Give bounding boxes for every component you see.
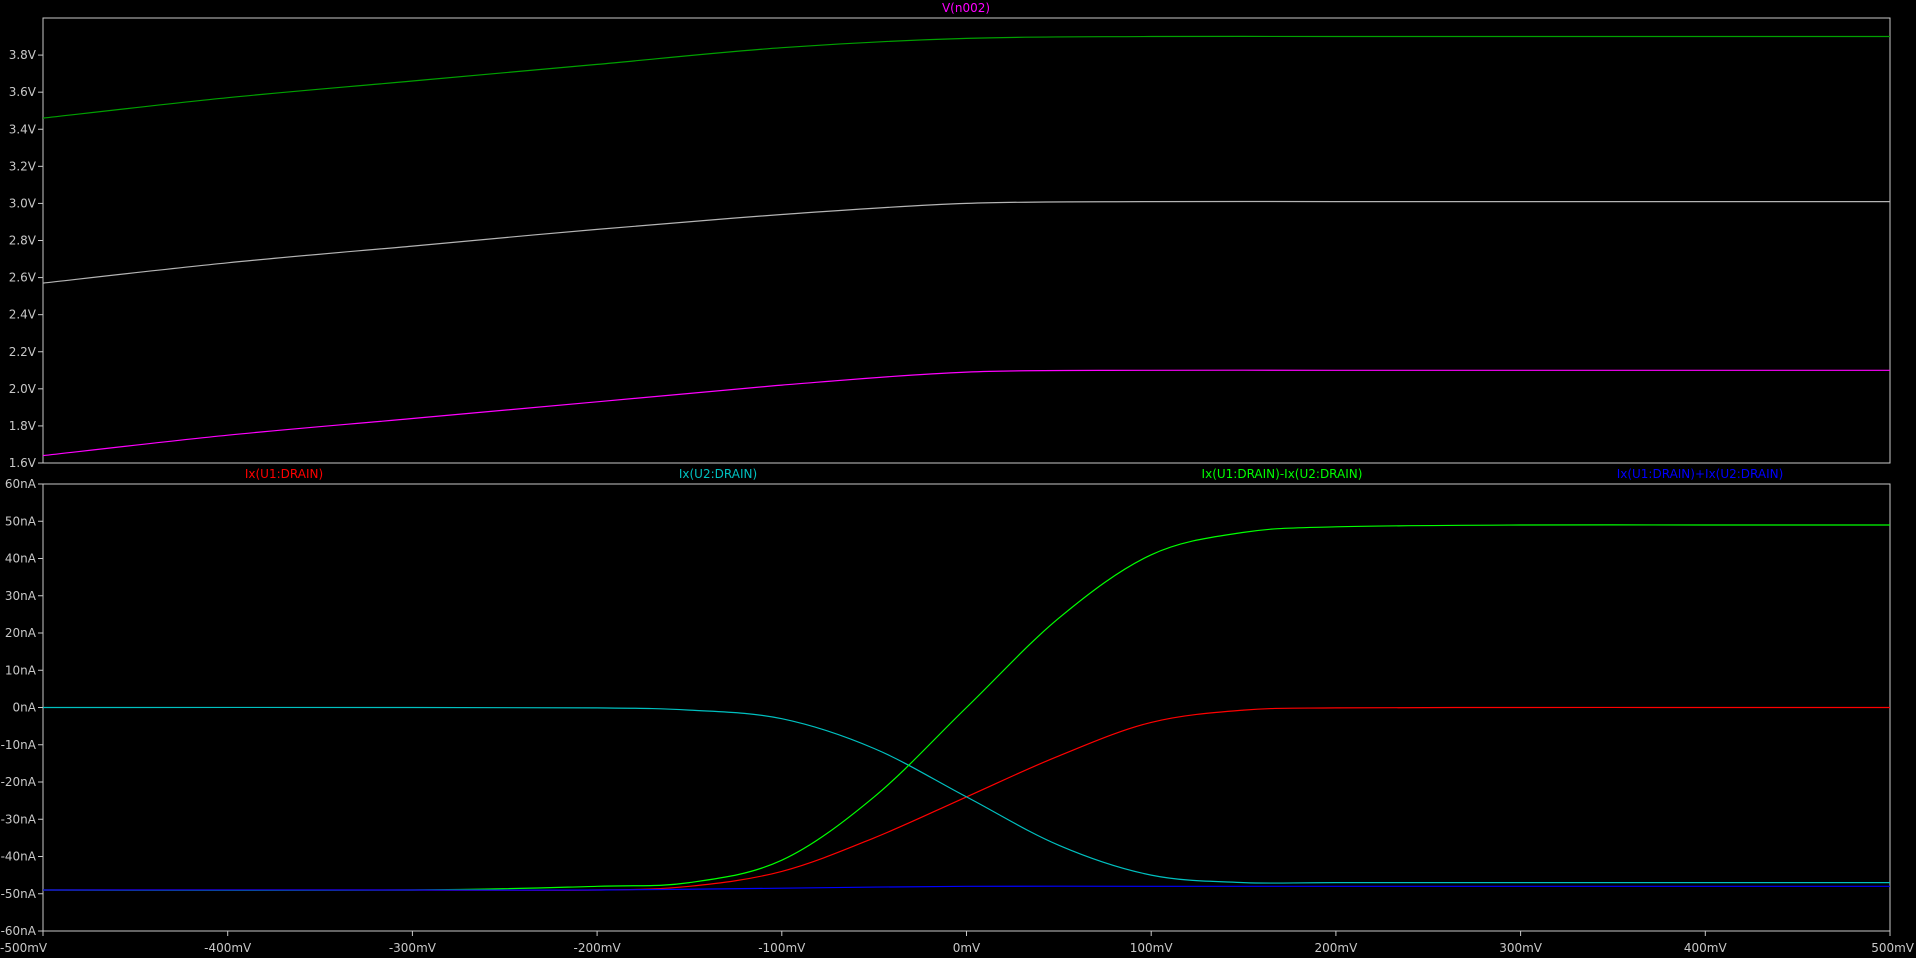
- y-tick-label: 2.8V: [9, 234, 37, 248]
- y-tick-label: -20nA: [1, 775, 37, 789]
- y-tick-label: 50nA: [5, 514, 37, 528]
- legend-entry[interactable]: Ix(U2:DRAIN): [679, 467, 757, 481]
- x-tick-label: -200mV: [574, 941, 622, 955]
- y-tick-label: 2.0V: [9, 382, 37, 396]
- y-tick-label: -50nA: [1, 887, 37, 901]
- top-plot-frame: [42, 17, 1891, 464]
- y-tick-label: 20nA: [5, 626, 37, 640]
- bottom-plot-x-ticks: -500mV -400mV -300mV -200mV -100mV 0mV 100mV 20…: [0, 931, 1915, 955]
- bottom-plot-trace-3: [43, 885, 1890, 891]
- x-tick-label: -300mV: [389, 941, 437, 955]
- x-tick-label: -400mV: [204, 941, 252, 955]
- top-plot-pane: V(n002) 1.6V 1.8V 2.0V 2.2V 2.4V 2.6V 2.8V 3.0V…: [9, 1, 1891, 470]
- top-plot-title[interactable]: V(n002): [942, 1, 990, 15]
- y-tick-label: 2.6V: [9, 271, 37, 285]
- x-tick-label: 100mV: [1130, 941, 1174, 955]
- y-tick-label: -30nA: [1, 812, 37, 826]
- bottom-plot-trace-1: [42, 706, 1890, 884]
- y-tick-label: 3.8V: [9, 48, 37, 62]
- bottom-plot-legend: Ix(U1:DRAIN) Ix(U2:DRAIN) Ix(U1:DRAIN)-Ix(…: [245, 467, 1783, 481]
- y-tick-label: -10nA: [1, 738, 37, 752]
- y-tick-label: 60nA: [5, 477, 37, 491]
- x-tick-label: -500mV: [0, 941, 48, 955]
- y-tick-label: 30nA: [5, 589, 37, 603]
- y-tick-label: -60nA: [1, 924, 37, 938]
- bottom-plot-pane: Ix(U1:DRAIN) Ix(U2:DRAIN) Ix(U1:DRAIN)-Ix(…: [0, 467, 1915, 955]
- x-tick-label: -100mV: [758, 941, 806, 955]
- x-tick-label: 200mV: [1314, 941, 1358, 955]
- top-plot-traces: [42, 35, 1891, 457]
- legend-entry[interactable]: Ix(U1:DRAIN)+Ix(U2:DRAIN): [1617, 467, 1784, 481]
- top-plot-trace-1: [42, 200, 1890, 284]
- x-tick-label: 300mV: [1499, 941, 1543, 955]
- top-plot-trace-2: [42, 369, 1891, 457]
- bottom-plot-traces: [42, 524, 1890, 891]
- y-tick-label: 1.8V: [9, 419, 37, 433]
- bottom-plot-trace-2: [42, 524, 1890, 891]
- y-tick-label: 3.4V: [9, 122, 37, 136]
- bottom-plot-y-ticks: -60nA -50nA -40nA -30nA -20nA -10nA 0nA 10nA 20n…: [1, 477, 43, 938]
- top-plot-y-ticks: 1.6V 1.8V 2.0V 2.2V 2.4V 2.6V 2.8V 3.0V 3.2V 3.4V…: [9, 48, 43, 470]
- y-tick-label: 0nA: [13, 701, 37, 715]
- y-tick-label: 3.0V: [9, 196, 37, 210]
- legend-entry[interactable]: Ix(U1:DRAIN)-Ix(U2:DRAIN): [1202, 467, 1363, 481]
- y-tick-label: 40nA: [5, 552, 37, 566]
- x-tick-label: 0mV: [953, 941, 981, 955]
- x-tick-label: 400mV: [1684, 941, 1728, 955]
- bottom-plot-trace-0: [43, 706, 1890, 891]
- top-plot-trace-0: [42, 35, 1890, 119]
- y-tick-label: 2.4V: [9, 308, 37, 322]
- y-tick-label: 2.2V: [9, 345, 37, 359]
- y-tick-label: 10nA: [5, 663, 37, 677]
- y-tick-label: 3.2V: [9, 159, 37, 173]
- y-tick-label: 3.6V: [9, 85, 37, 99]
- y-tick-label: -40nA: [1, 850, 37, 864]
- x-tick-label: 500mV: [1871, 941, 1915, 955]
- legend-entry[interactable]: Ix(U1:DRAIN): [245, 467, 323, 481]
- y-tick-label: 1.6V: [9, 456, 37, 470]
